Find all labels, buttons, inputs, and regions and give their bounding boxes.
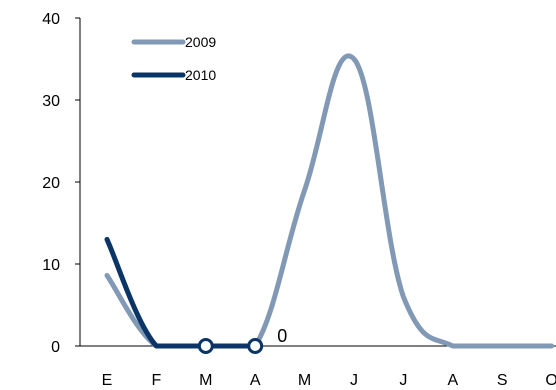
legend-label: 2009 <box>185 34 216 50</box>
data-label: 0 <box>277 326 287 346</box>
axes <box>79 18 556 347</box>
y-tick-label: 20 <box>42 175 60 192</box>
series-line-2009 <box>104 53 555 349</box>
x-tick-label: S <box>497 372 508 389</box>
series-line-2010 <box>104 236 258 349</box>
y-tick-label: 10 <box>42 257 60 274</box>
x-tick-label: M <box>199 372 212 389</box>
data-markers <box>197 338 264 354</box>
x-tick-label: A <box>250 372 261 389</box>
y-tick-label: 40 <box>42 11 60 28</box>
x-tick-label: E <box>102 372 113 389</box>
series-lines <box>104 53 555 349</box>
x-tick-label: A <box>447 372 458 389</box>
x-tick-label: J <box>399 372 407 389</box>
y-tick-label: 0 <box>51 339 60 356</box>
legend: 2009 2010 <box>131 34 216 83</box>
y-axis-ticks: 0 10 20 30 40 <box>42 11 80 356</box>
y-tick-label: 30 <box>42 93 60 110</box>
x-tick-label: O <box>545 372 556 389</box>
x-tick-label: M <box>298 372 311 389</box>
x-tick-label: J <box>350 372 358 389</box>
x-tick-label: F <box>152 372 162 389</box>
annotations: 0 <box>277 326 287 346</box>
legend-label: 2010 <box>185 67 216 83</box>
data-point-marker <box>247 338 264 354</box>
data-point-marker <box>197 338 214 354</box>
